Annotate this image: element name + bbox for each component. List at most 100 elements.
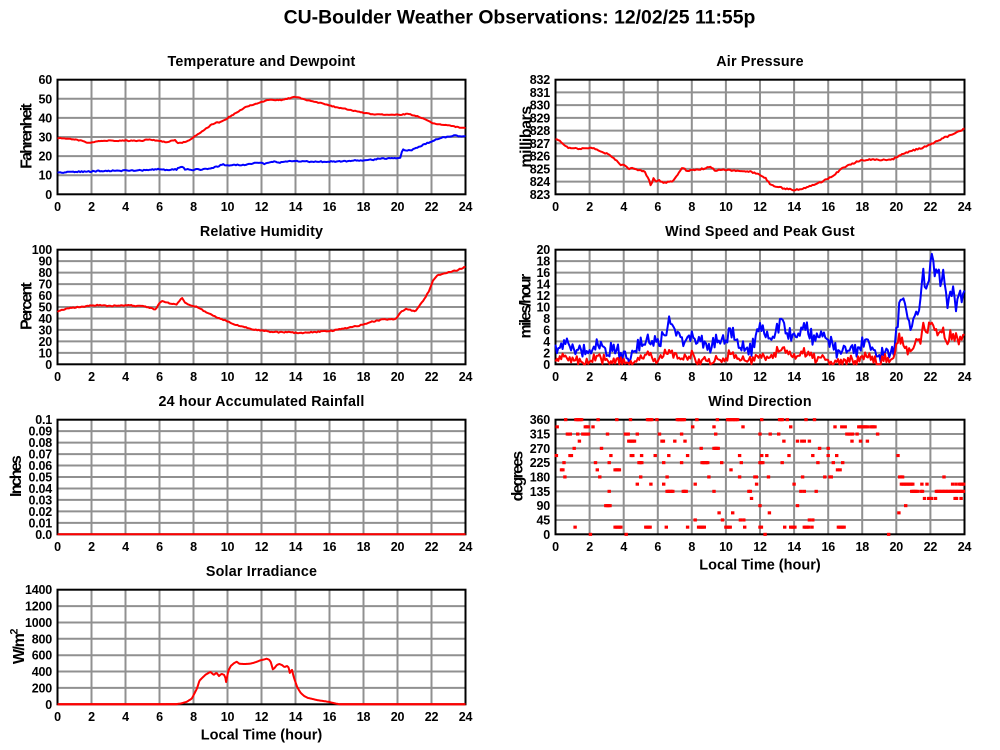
svg-text:16: 16 [536, 266, 550, 280]
svg-text:6: 6 [156, 200, 163, 214]
svg-text:0.01: 0.01 [28, 516, 52, 530]
svg-text:6: 6 [654, 200, 661, 214]
svg-text:12: 12 [255, 710, 269, 724]
svg-text:20: 20 [391, 540, 405, 554]
svg-text:80: 80 [38, 266, 52, 280]
svg-text:90: 90 [536, 499, 550, 513]
svg-text:14: 14 [787, 200, 801, 214]
svg-text:0: 0 [45, 358, 52, 372]
svg-text:14: 14 [289, 540, 303, 554]
svg-text:40: 40 [38, 312, 52, 326]
svg-text:18: 18 [855, 200, 869, 214]
svg-text:8: 8 [190, 370, 197, 384]
svg-text:8: 8 [688, 370, 695, 384]
svg-text:0: 0 [54, 540, 61, 554]
svg-text:0.05: 0.05 [28, 471, 52, 485]
svg-text:20: 20 [890, 540, 904, 554]
svg-text:8: 8 [190, 540, 197, 554]
svg-text:CU-Boulder Weather Observation: CU-Boulder Weather Observations: 12/02/2… [284, 6, 756, 28]
svg-text:Solar Irradiance: Solar Irradiance [206, 564, 317, 580]
svg-text:0: 0 [543, 358, 550, 372]
svg-text:20: 20 [38, 150, 52, 164]
svg-text:225: 225 [530, 456, 551, 470]
svg-text:2: 2 [88, 710, 95, 724]
svg-text:12: 12 [753, 200, 767, 214]
svg-text:800: 800 [32, 632, 53, 646]
svg-text:0.03: 0.03 [28, 493, 52, 507]
svg-text:830: 830 [530, 99, 551, 113]
svg-text:Wind Speed and Peak Gust: Wind Speed and Peak Gust [665, 224, 855, 240]
svg-text:16: 16 [323, 200, 337, 214]
svg-text:20: 20 [391, 370, 405, 384]
svg-text:10: 10 [38, 346, 52, 360]
svg-text:12: 12 [255, 370, 269, 384]
svg-text:24: 24 [958, 370, 972, 384]
svg-text:Percent: Percent [19, 281, 36, 330]
svg-text:0.02: 0.02 [28, 505, 52, 519]
svg-text:12: 12 [255, 200, 269, 214]
svg-text:2: 2 [543, 346, 550, 360]
svg-text:60: 60 [38, 289, 52, 303]
svg-text:24: 24 [459, 200, 473, 214]
svg-text:22: 22 [425, 200, 439, 214]
svg-text:4: 4 [620, 200, 627, 214]
svg-text:18: 18 [357, 370, 371, 384]
svg-text:4: 4 [122, 540, 129, 554]
svg-text:400: 400 [32, 665, 53, 679]
svg-text:14: 14 [536, 278, 550, 292]
svg-text:0: 0 [45, 188, 52, 202]
svg-text:14: 14 [787, 370, 801, 384]
svg-text:18: 18 [357, 710, 371, 724]
svg-text:14: 14 [787, 540, 801, 554]
svg-text:20: 20 [391, 200, 405, 214]
svg-text:50: 50 [38, 92, 52, 106]
svg-text:600: 600 [32, 649, 53, 663]
svg-text:8: 8 [688, 200, 695, 214]
svg-text:6: 6 [654, 540, 661, 554]
svg-text:826: 826 [530, 150, 551, 164]
svg-text:20: 20 [536, 243, 550, 257]
svg-text:16: 16 [821, 540, 835, 554]
svg-text:8: 8 [190, 200, 197, 214]
svg-text:20: 20 [391, 710, 405, 724]
svg-text:0: 0 [54, 200, 61, 214]
svg-text:24: 24 [459, 540, 473, 554]
svg-text:6: 6 [156, 540, 163, 554]
svg-text:0: 0 [543, 528, 550, 542]
svg-text:22: 22 [425, 710, 439, 724]
svg-text:12: 12 [536, 289, 550, 303]
svg-text:22: 22 [425, 540, 439, 554]
svg-text:22: 22 [924, 200, 938, 214]
svg-text:6: 6 [156, 370, 163, 384]
svg-text:1400: 1400 [25, 583, 52, 597]
svg-text:24: 24 [459, 370, 473, 384]
svg-text:millibars: millibars [518, 106, 535, 168]
svg-text:2: 2 [88, 370, 95, 384]
svg-text:823: 823 [530, 188, 551, 202]
svg-text:0.07: 0.07 [28, 448, 52, 462]
svg-text:10: 10 [719, 370, 733, 384]
svg-text:12: 12 [753, 370, 767, 384]
svg-text:miles/hour: miles/hour [518, 274, 535, 338]
svg-text:14: 14 [289, 710, 303, 724]
svg-text:0.08: 0.08 [28, 436, 52, 450]
svg-text:12: 12 [255, 540, 269, 554]
svg-text:315: 315 [530, 428, 551, 442]
svg-text:18: 18 [855, 540, 869, 554]
svg-text:10: 10 [221, 540, 235, 554]
svg-text:2: 2 [586, 370, 593, 384]
svg-text:6: 6 [543, 323, 550, 337]
svg-text:40: 40 [38, 111, 52, 125]
svg-text:18: 18 [357, 540, 371, 554]
svg-text:20: 20 [890, 200, 904, 214]
svg-text:10: 10 [221, 710, 235, 724]
svg-text:831: 831 [530, 86, 551, 100]
svg-text:10: 10 [221, 200, 235, 214]
svg-text:824: 824 [530, 175, 551, 189]
svg-text:832: 832 [530, 73, 551, 87]
svg-text:0: 0 [552, 540, 559, 554]
svg-text:Fahrenheit: Fahrenheit [19, 103, 36, 169]
svg-text:4: 4 [543, 335, 550, 349]
svg-text:20: 20 [890, 370, 904, 384]
svg-text:0: 0 [54, 370, 61, 384]
